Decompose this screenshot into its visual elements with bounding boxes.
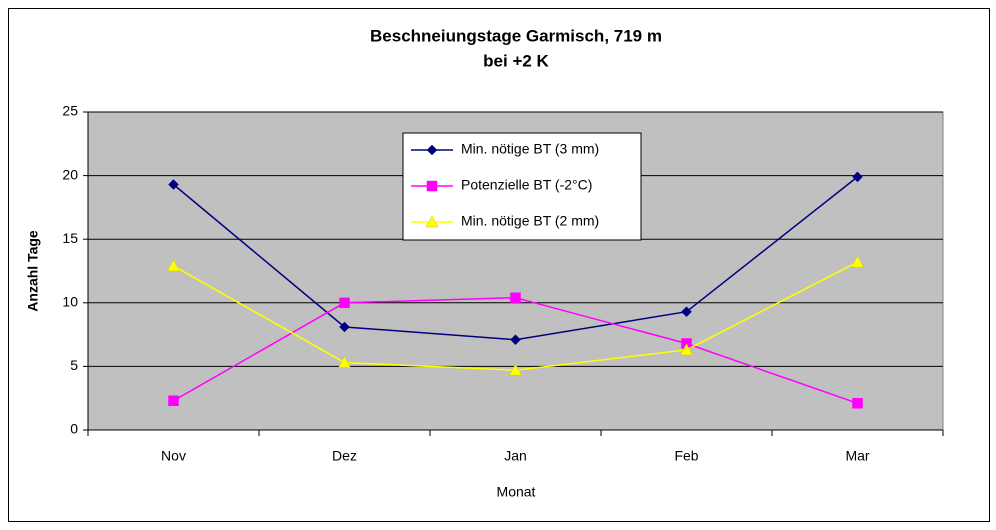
marker xyxy=(852,171,863,183)
marker xyxy=(510,292,521,303)
x-tick-label: Nov xyxy=(161,448,186,464)
marker xyxy=(851,255,864,268)
marker xyxy=(425,215,439,228)
marker xyxy=(852,398,863,409)
marker xyxy=(168,179,179,190)
y-axis-title: Anzahl Tage xyxy=(25,230,41,312)
marker xyxy=(338,356,351,368)
x-tick-label: Jan xyxy=(504,448,527,464)
y-tick-label: 20 xyxy=(62,166,78,182)
marker xyxy=(168,395,179,406)
x-tick-label: Dez xyxy=(332,448,357,464)
y-tick-label: 0 xyxy=(70,421,78,437)
marker xyxy=(339,297,350,309)
x-axis-title: Monat xyxy=(497,484,536,500)
marker xyxy=(681,306,692,318)
x-tick-label: Mar xyxy=(845,448,869,464)
x-tick-label: Feb xyxy=(674,448,698,464)
chart-title: Beschneiungstage Garmisch, 719 m xyxy=(370,26,662,45)
marker xyxy=(339,321,350,333)
y-tick-label: 15 xyxy=(62,230,78,246)
marker xyxy=(426,144,438,156)
marker xyxy=(510,334,521,346)
chart-title: bei +2 K xyxy=(483,51,549,70)
marker xyxy=(426,180,438,192)
y-tick-label: 5 xyxy=(70,357,78,373)
legend-label: Min. nötige BT (2 mm) xyxy=(461,213,599,229)
marker xyxy=(509,363,522,376)
legend-label: Potenzielle BT (-2°C) xyxy=(461,177,592,193)
y-tick-label: 25 xyxy=(62,103,78,119)
marker xyxy=(167,259,180,272)
y-tick-label: 10 xyxy=(62,294,78,310)
legend-label: Min. nötige BT (3 mm) xyxy=(461,141,599,157)
marker xyxy=(680,343,693,356)
